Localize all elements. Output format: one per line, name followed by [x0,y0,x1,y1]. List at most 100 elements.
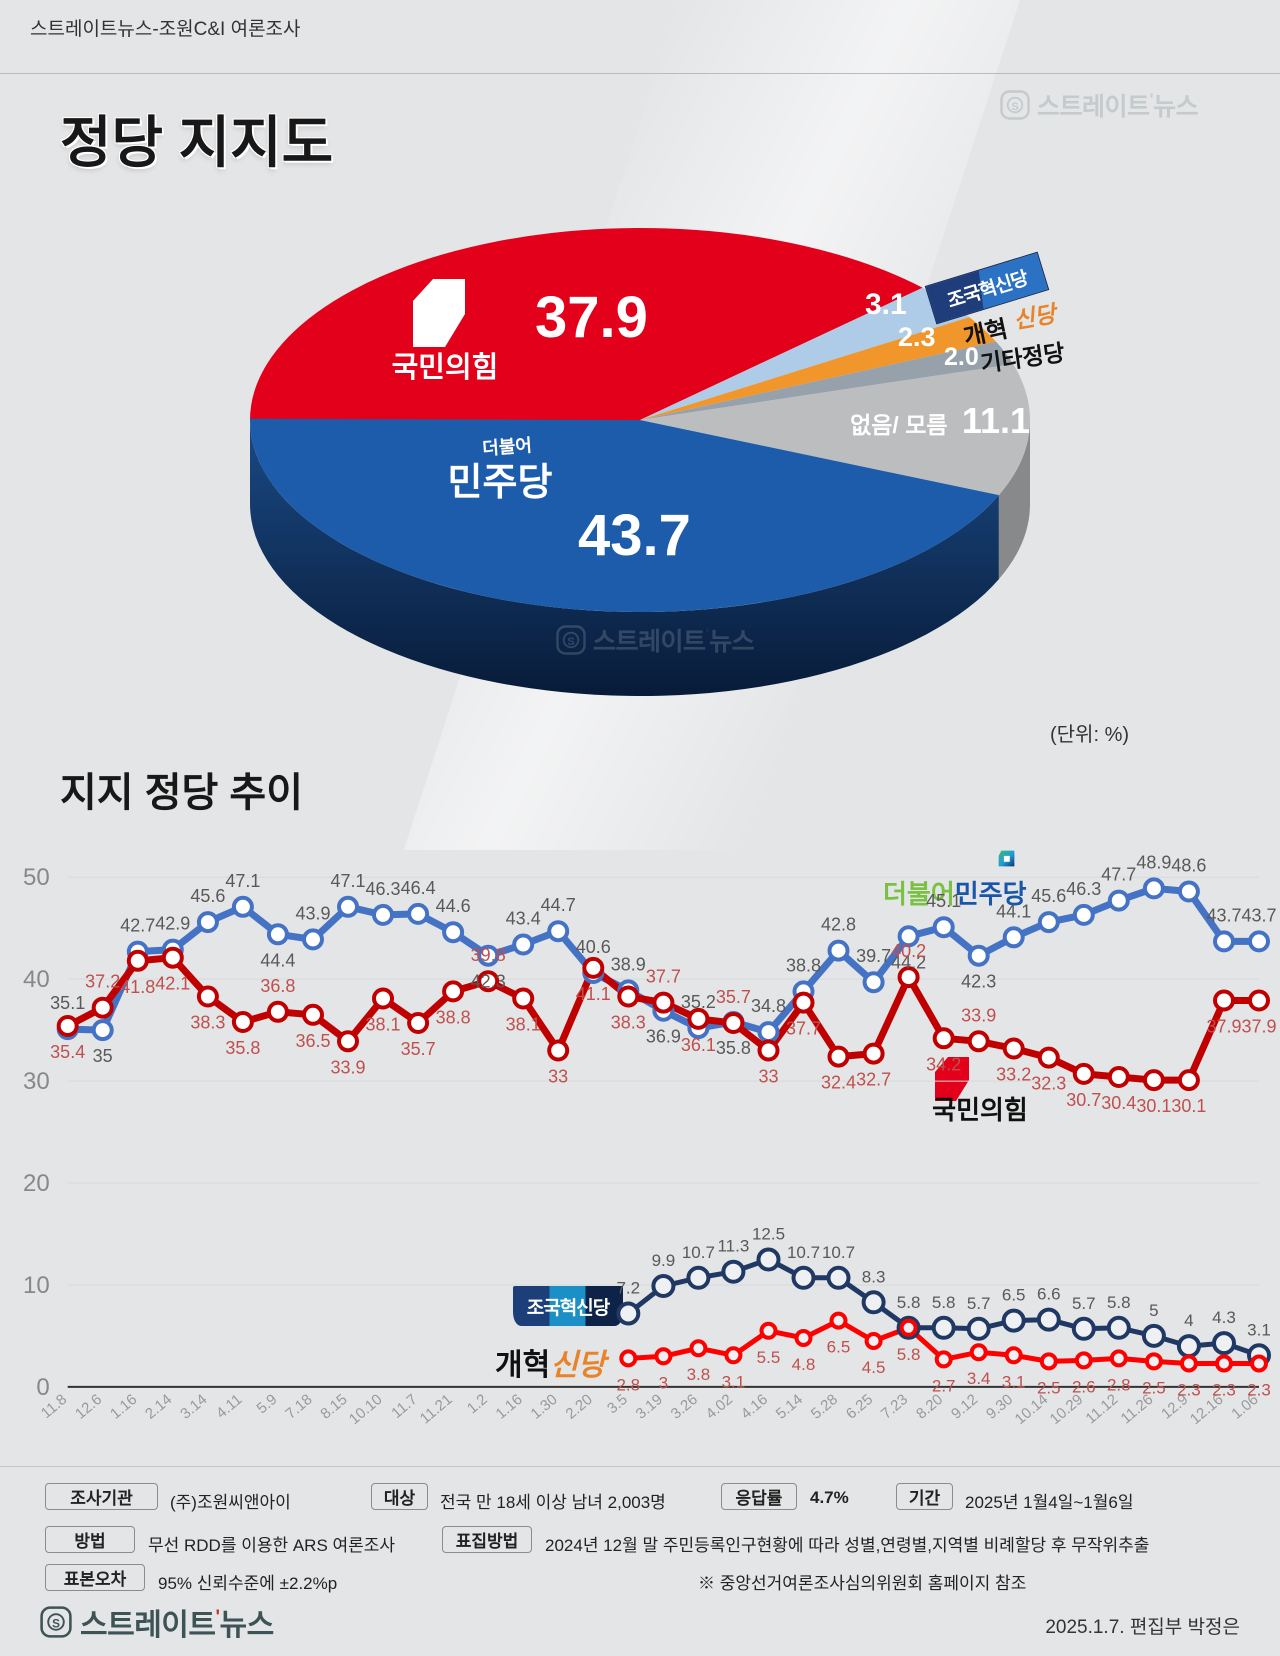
svg-text:40.2: 40.2 [891,941,926,961]
svg-text:44.1: 44.1 [996,901,1031,921]
svg-text:2.7: 2.7 [932,1376,956,1395]
svg-text:41.8: 41.8 [120,977,155,997]
svg-text:46.4: 46.4 [401,878,436,898]
svg-text:36.5: 36.5 [295,1031,330,1051]
svg-text:10.7: 10.7 [787,1243,820,1262]
svg-text:42.7: 42.7 [120,916,155,936]
svg-text:5.7: 5.7 [967,1294,991,1313]
svg-text:2.3: 2.3 [1212,1381,1236,1400]
svg-text:1.2: 1.2 [464,1391,491,1417]
svg-text:30.1: 30.1 [1136,1096,1171,1116]
svg-text:11.12: 11.12 [1083,1391,1122,1427]
svg-text:38.9: 38.9 [611,954,646,974]
svg-text:34.8: 34.8 [751,996,786,1016]
svg-text:37.7: 37.7 [646,967,681,987]
svg-text:1.16: 1.16 [492,1391,525,1423]
svg-text:20: 20 [23,1170,50,1197]
svg-text:1.16: 1.16 [107,1391,140,1423]
svg-text:3.26: 3.26 [668,1391,701,1423]
svg-text:35.7: 35.7 [401,1039,436,1059]
svg-text:3.1: 3.1 [1247,1320,1271,1339]
svg-text:42.9: 42.9 [155,914,190,934]
svg-text:4: 4 [1184,1311,1193,1330]
svg-text:37.9: 37.9 [1206,1017,1241,1037]
svg-text:35: 35 [93,1046,113,1066]
svg-text:3: 3 [659,1373,668,1392]
svg-text:41.1: 41.1 [576,984,611,1004]
svg-text:5.8: 5.8 [897,1293,921,1312]
svg-text:46.3: 46.3 [1066,879,1101,899]
svg-text:35.2: 35.2 [681,992,716,1012]
svg-text:38.1: 38.1 [506,1015,541,1035]
svg-text:45.1: 45.1 [926,891,961,911]
svg-text:12.6: 12.6 [72,1391,105,1423]
svg-text:4.16: 4.16 [738,1391,771,1423]
svg-text:11.21: 11.21 [417,1391,456,1427]
svg-text:37.7: 37.7 [786,1019,821,1039]
svg-text:32.7: 32.7 [856,1070,891,1090]
svg-text:37.2: 37.2 [85,972,120,992]
svg-text:10: 10 [23,1272,50,1299]
svg-text:42.3: 42.3 [471,972,506,992]
svg-text:4.5: 4.5 [862,1358,886,1377]
svg-text:37.9: 37.9 [1241,1017,1276,1037]
svg-text:0: 0 [36,1374,49,1401]
svg-text:38.1: 38.1 [365,1015,400,1035]
svg-text:33.2: 33.2 [996,1065,1031,1085]
svg-text:2.14: 2.14 [142,1391,175,1423]
svg-text:9.30: 9.30 [983,1391,1016,1423]
svg-text:48.9: 48.9 [1136,852,1171,872]
svg-text:47.1: 47.1 [225,871,260,891]
svg-text:36.8: 36.8 [260,976,295,996]
svg-text:42.1: 42.1 [155,974,190,994]
svg-text:35.8: 35.8 [225,1038,260,1058]
svg-text:2.20: 2.20 [563,1391,596,1423]
svg-text:35.7: 35.7 [716,987,751,1007]
svg-text:5.9: 5.9 [254,1391,281,1417]
svg-text:3.8: 3.8 [687,1365,711,1384]
svg-text:4.02: 4.02 [703,1391,736,1423]
svg-text:35.4: 35.4 [50,1042,85,1062]
svg-text:2.3: 2.3 [1177,1381,1201,1400]
svg-text:6.6: 6.6 [1037,1285,1061,1304]
svg-text:2.8: 2.8 [1107,1375,1131,1394]
svg-text:48.6: 48.6 [1171,856,1206,876]
svg-text:46.3: 46.3 [365,879,400,899]
svg-text:5.8: 5.8 [932,1293,956,1312]
svg-text:11.7: 11.7 [388,1391,420,1422]
svg-text:30.7: 30.7 [1066,1090,1101,1110]
svg-text:8.15: 8.15 [317,1391,350,1423]
svg-text:10.10: 10.10 [346,1391,386,1428]
svg-text:38.8: 38.8 [436,1007,471,1027]
svg-text:35.1: 35.1 [50,993,85,1013]
svg-text:36.9: 36.9 [646,1027,681,1047]
svg-text:6.5: 6.5 [827,1338,851,1357]
svg-text:12.5: 12.5 [752,1225,785,1244]
svg-text:44.4: 44.4 [260,950,295,970]
svg-text:45.6: 45.6 [1031,886,1066,906]
svg-text:35.8: 35.8 [716,1038,751,1058]
svg-text:40: 40 [23,966,50,993]
svg-text:6.25: 6.25 [843,1391,876,1423]
svg-text:2.6: 2.6 [1072,1377,1096,1396]
svg-text:3.14: 3.14 [177,1391,210,1423]
svg-text:1.30: 1.30 [527,1391,560,1423]
svg-text:43.4: 43.4 [506,909,541,929]
svg-text:44.7: 44.7 [541,895,576,915]
svg-text:45.6: 45.6 [190,886,225,906]
svg-text:47.1: 47.1 [330,871,365,891]
svg-text:4.8: 4.8 [792,1355,816,1374]
svg-text:11.3: 11.3 [717,1237,749,1256]
svg-text:34.2: 34.2 [926,1054,961,1074]
svg-text:3.5: 3.5 [604,1391,631,1417]
svg-text:43.9: 43.9 [295,903,330,923]
svg-text:38.3: 38.3 [611,1013,646,1033]
svg-text:42.3: 42.3 [961,972,996,992]
svg-text:36.1: 36.1 [681,1035,716,1055]
svg-text:50: 50 [23,864,50,891]
svg-text:3.4: 3.4 [967,1369,991,1388]
svg-text:44.6: 44.6 [436,896,471,916]
svg-text:2.8: 2.8 [616,1375,640,1394]
svg-text:4.11: 4.11 [213,1391,245,1422]
svg-text:3.1: 3.1 [1002,1372,1026,1391]
